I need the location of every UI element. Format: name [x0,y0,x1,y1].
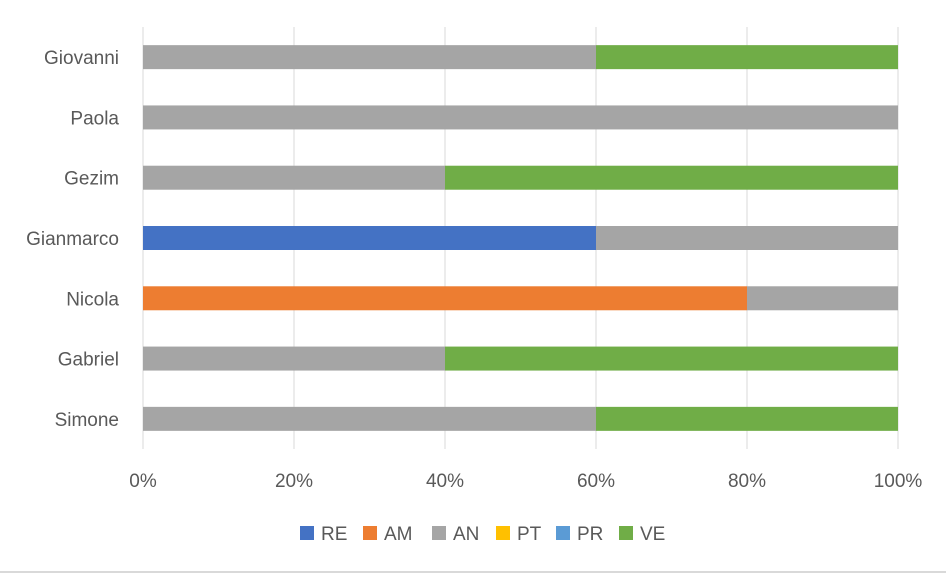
x-tick-label: 80% [728,471,766,492]
legend-item-ve: VE [619,524,665,545]
category-label: Nicola [66,289,119,310]
legend-swatch [496,526,510,540]
legend-item-pr: PR [556,524,603,545]
bar-segment-ve-gabriel [445,346,898,371]
category-label: Gianmarco [26,229,119,250]
x-tick-label: 60% [577,471,615,492]
x-tick-label: 100% [874,471,923,492]
legend-swatch [300,526,314,540]
bar-segment-an-giovanni [143,45,596,70]
category-label: Giovanni [44,48,119,69]
bar-segment-re-gianmarco [143,226,596,250]
legend-swatch [432,526,446,540]
bar-segment-an-simone [143,406,596,431]
legend-item-an: AN [432,524,479,545]
legend-item-pt: PT [496,524,542,545]
legend-label: RE [321,524,347,545]
category-label: Gabriel [58,350,119,371]
bar-segment-an-gianmarco [596,226,898,250]
category-label: Gezim [64,169,119,190]
bar-segment-ve-giovanni [596,45,898,70]
bars [143,45,898,431]
x-tick-labels: 0% 20% 40% 60% 80% 100% [129,471,922,492]
bar-segment-an-paola [143,105,898,130]
x-tick-label: 20% [275,471,313,492]
bar-segment-am-nicola [143,286,747,311]
bottom-divider [0,571,946,573]
legend-swatch [363,526,377,540]
x-tick-label: 40% [426,471,464,492]
bar-segment-ve-gezim [445,165,898,190]
legend-swatch [556,526,570,540]
x-tick-label: 0% [129,471,157,492]
legend-item-am: AM [363,524,413,545]
bar-segment-ve-simone [596,406,898,431]
legend-label: VE [640,524,665,545]
bar-segment-an-gabriel [143,346,445,371]
legend-label: PT [517,524,542,545]
bar-segment-an-nicola [747,286,898,311]
legend-item-re: RE [300,524,347,545]
legend-label: AM [384,524,413,545]
bar-segment-an-gezim [143,165,445,190]
legend: RE AM AN PT PR VE [300,524,665,545]
category-label: Simone [55,410,119,431]
category-labels: Giovanni Paola Gezim Gianmarco Nicola Gabriel… [26,48,119,431]
legend-label: AN [453,524,479,545]
legend-label: PR [577,524,603,545]
category-label: Paola [70,108,119,129]
legend-swatch [619,526,633,540]
